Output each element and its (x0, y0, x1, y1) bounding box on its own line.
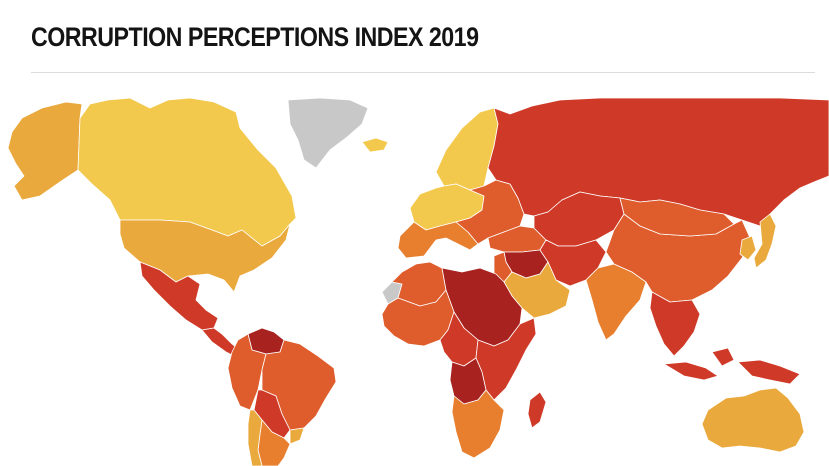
region-mongolia[interactable] (619, 197, 735, 237)
region-mexico[interactable] (139, 261, 219, 331)
region-colombia-peru[interactable] (227, 333, 267, 411)
region-korea-japan[interactable] (739, 213, 777, 269)
region-alaska[interactable] (7, 101, 83, 201)
region-chile-uruguay[interactable] (247, 409, 305, 466)
region-southern-africa[interactable] (451, 389, 505, 459)
region-india[interactable] (585, 263, 647, 341)
region-greenland[interactable] (287, 97, 369, 169)
region-australia[interactable] (701, 387, 805, 453)
page-title: CORRUPTION PERCEPTIONS INDEX 2019 (31, 22, 479, 52)
region-scandinavia[interactable] (435, 107, 499, 191)
region-southeast-asia[interactable] (649, 291, 701, 357)
region-southern-europe[interactable] (397, 221, 479, 259)
region-iceland[interactable] (361, 137, 389, 153)
region-indonesia[interactable] (663, 347, 801, 385)
world-choropleth-map (7, 97, 829, 466)
title-divider (31, 72, 815, 73)
region-madagascar[interactable] (527, 391, 547, 429)
